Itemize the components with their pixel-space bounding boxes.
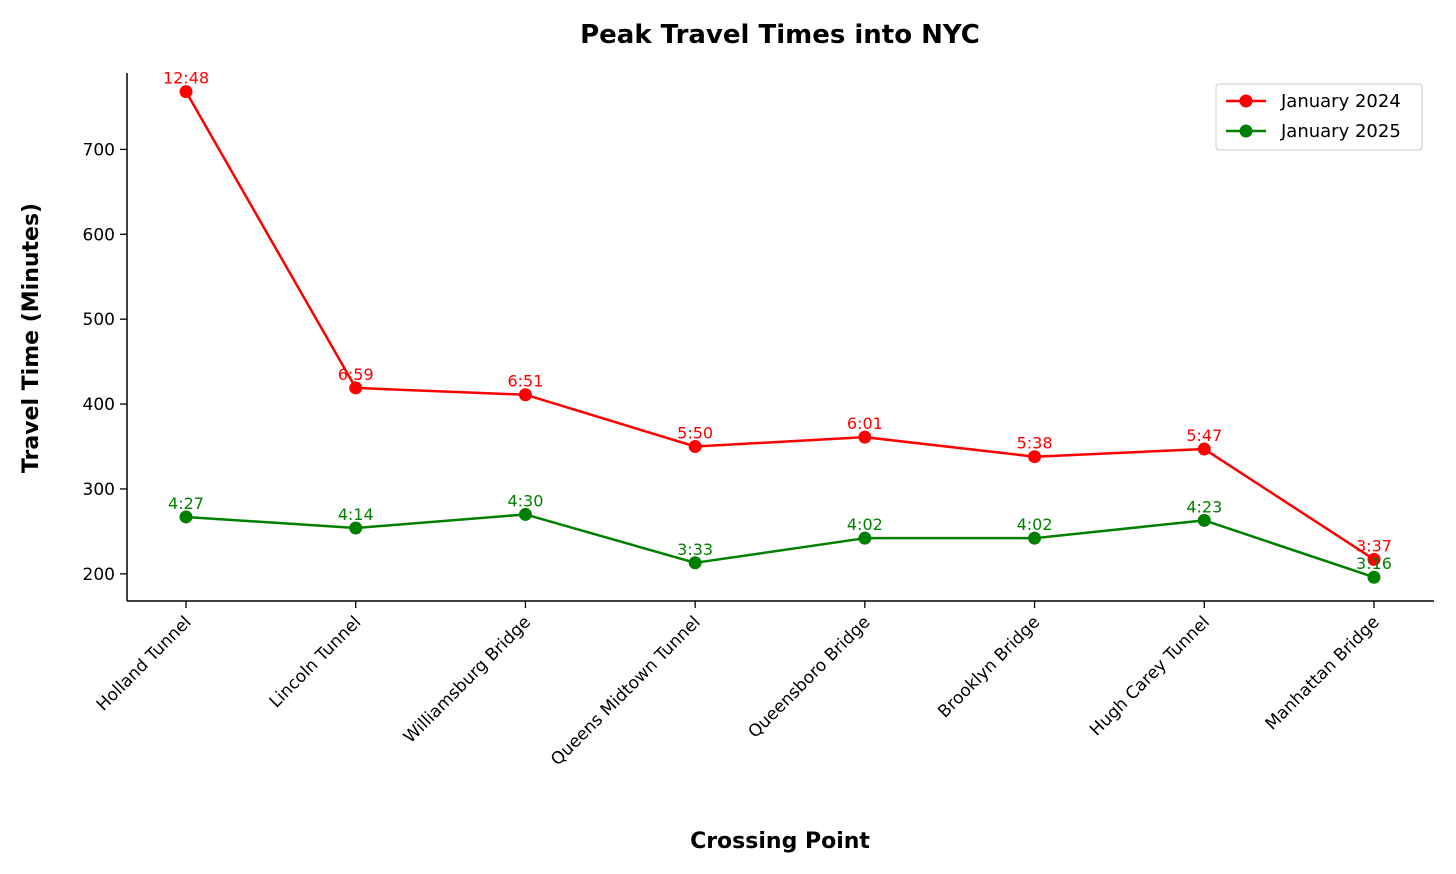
legend-label-2024: January 2024 — [1280, 91, 1401, 112]
data-point — [1367, 570, 1381, 584]
data-label: 4:30 — [507, 491, 543, 510]
data-label: 4:27 — [168, 494, 204, 513]
data-point — [179, 510, 193, 524]
series-line — [184, 91, 1375, 561]
y-tick-label: 500 — [83, 310, 115, 330]
data-label: 6:01 — [847, 414, 883, 433]
data-point — [858, 430, 872, 444]
legend: January 2024 January 2025 — [1215, 83, 1423, 151]
data-label: 5:38 — [1017, 434, 1053, 453]
legend-box — [1215, 83, 1423, 151]
series-january-2024: 12:48 6:59 6:51 5:50 6:01 5:38 5:47 3:37 — [163, 69, 1392, 566]
legend-label-2025: January 2025 — [1280, 121, 1401, 142]
data-label: 4:02 — [1017, 515, 1053, 534]
y-tick-label: 400 — [83, 395, 115, 415]
data-point — [179, 85, 193, 99]
data-point — [688, 440, 702, 454]
data-label: 5:47 — [1186, 426, 1222, 445]
series-layer: 12:48 6:59 6:51 5:50 6:01 5:38 5:47 3:37 4:27 4:1… — [163, 69, 1392, 584]
x-tick-label: Brooklyn Bridge — [934, 612, 1044, 722]
y-ticks: 200 300 400 500 600 700 — [83, 140, 127, 585]
data-point — [1028, 450, 1042, 464]
x-tick-label: Holland Tunnel — [93, 612, 196, 715]
chart-title: Peak Travel Times into NYC — [580, 20, 980, 50]
x-tick-label: Queens Midtown Tunnel — [547, 612, 705, 770]
legend-marker-2024 — [1239, 94, 1253, 108]
data-point — [1197, 513, 1211, 527]
data-point — [1197, 442, 1211, 456]
series-january-2025: 4:27 4:14 4:30 3:33 4:02 4:02 4:23 3:16 — [168, 491, 1392, 584]
x-tick-label: Lincoln Tunnel — [266, 612, 366, 712]
x-ticks: Holland Tunnel Lincoln Tunnel Williamsburg… — [93, 601, 1384, 770]
y-tick-label: 700 — [83, 140, 115, 160]
y-tick-label: 600 — [83, 225, 115, 245]
x-tick-label: Williamsburg Bridge — [400, 612, 535, 747]
x-tick-label: Manhattan Bridge — [1262, 612, 1384, 734]
data-point — [688, 556, 702, 570]
data-point — [518, 388, 532, 402]
x-tick-label: Hugh Carey Tunnel — [1086, 612, 1214, 740]
data-label: 3:33 — [677, 540, 713, 559]
data-point — [518, 507, 532, 521]
data-point — [1028, 531, 1042, 545]
data-label: 6:51 — [507, 372, 543, 391]
data-label: 4:14 — [338, 505, 374, 524]
data-label: 6:59 — [338, 365, 374, 384]
data-label: 5:50 — [677, 424, 713, 443]
y-axis-label: Travel Time (Minutes) — [19, 203, 44, 473]
data-label: 3:37 — [1356, 536, 1392, 555]
data-point — [1367, 552, 1381, 566]
data-point — [349, 521, 363, 535]
y-tick-label: 300 — [83, 480, 115, 500]
data-label: 4:02 — [847, 515, 883, 534]
data-label: 4:23 — [1186, 497, 1222, 516]
series-line — [185, 513, 1375, 579]
data-point — [858, 531, 872, 545]
x-tick-label: Queensboro Bridge — [744, 612, 874, 742]
data-label: 3:16 — [1356, 554, 1392, 573]
x-axis-label: Crossing Point — [690, 829, 870, 854]
y-tick-label: 200 — [83, 565, 115, 585]
data-label: 12:48 — [163, 69, 209, 88]
legend-marker-2025 — [1239, 124, 1253, 138]
data-point — [349, 381, 363, 395]
